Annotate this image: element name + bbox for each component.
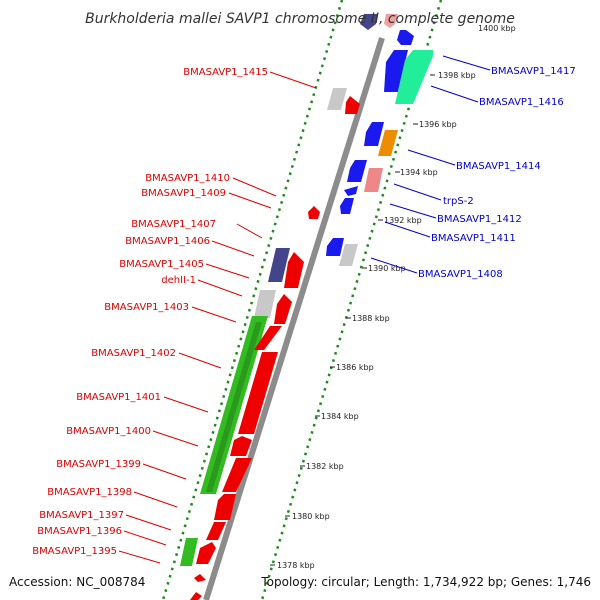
gene-bmasavp1-1417: [384, 50, 408, 92]
tick-label-1384: 1384 kbp: [321, 412, 359, 421]
left-leader-lines: [118, 71, 317, 564]
gene-label: BMASAVP1_1405: [119, 259, 204, 270]
gene-label: BMASAVP1_1409: [141, 188, 226, 199]
leader-line: [236, 223, 263, 239]
gene-small-bottom-2: [190, 592, 202, 600]
leader-line: [430, 85, 479, 103]
gene-feature-top-navy: [360, 14, 378, 30]
leader-line: [393, 183, 442, 201]
leader-line: [407, 149, 456, 166]
leader-line: [205, 263, 250, 279]
accession-text: Accession: NC_008784: [9, 575, 145, 589]
gene-label: dehII-1: [161, 275, 196, 286]
gene-label: BMASAVP1_1403: [104, 302, 189, 313]
gene-label: BMASAVP1_1401: [76, 392, 161, 403]
right-leader-lines: [370, 55, 491, 274]
gene-small-bottom-1: [194, 574, 206, 582]
gene-label: BMASAVP1_1399: [56, 459, 141, 470]
map-title: Burkholderia mallei SAVP1 chromosome II,…: [85, 11, 515, 27]
leader-line: [178, 352, 222, 369]
leader-line: [269, 71, 317, 89]
gene-bmasavp1-1412: [344, 186, 358, 196]
tick-label-1386: 1386 kbp: [336, 363, 374, 372]
gene-label: BMASAVP1_1395: [32, 546, 117, 557]
leader-line: [152, 430, 199, 447]
gene-label: BMASAVP1_1411: [431, 233, 516, 244]
gene-label: BMASAVP1_1397: [39, 510, 124, 521]
gene-label: BMASAVP1_1407: [131, 219, 216, 230]
gene-bmasavp1-1416: [395, 50, 433, 104]
leader-line: [118, 550, 161, 564]
tick-label-1382: 1382 kbp: [306, 462, 344, 471]
leader-line: [389, 203, 437, 219]
gene-bmasavp1-1408a: [326, 238, 344, 256]
leader-line: [197, 279, 243, 297]
gene-feature-top-pink: [384, 14, 398, 28]
leader-line: [232, 177, 277, 197]
tick-label-1390: 1390 kbp: [368, 264, 406, 273]
gene-bmasavp1-1399: [222, 458, 252, 492]
gene-label: BMASAVP1_1415: [183, 67, 268, 78]
gene-bmasavp1-1415a: [327, 88, 347, 110]
leader-line: [211, 240, 255, 257]
gene-label: BMASAVP1_1406: [125, 236, 210, 247]
tick-label-1398: 1398 kbp: [438, 71, 476, 80]
gene-bmasavp1-1414: [378, 130, 398, 156]
kbp-ticks: 1398 kbp 1396 kbp 1394 kbp 1392 kbp 1390…: [270, 24, 516, 570]
gene-trps-2a: [347, 160, 367, 182]
gene-trps-2: [364, 168, 383, 192]
tick-label-1388: 1388 kbp: [352, 314, 390, 323]
leader-line: [123, 530, 167, 546]
gene-dehii-1: [254, 290, 276, 318]
gene-bmasavp1-1402-shade: [206, 322, 262, 492]
gene-label: BMASAVP1_1398: [47, 487, 132, 498]
gene-bmasavp1-1414a: [364, 122, 384, 146]
leader-line: [228, 192, 272, 209]
gene-bmasavp1-1405: [274, 294, 292, 324]
leader-line: [142, 463, 187, 480]
gene-label: BMASAVP1_1417: [491, 66, 576, 77]
gene-label: BMASAVP1_1414: [456, 161, 541, 172]
gene-bmasavp1-1415: [345, 96, 360, 114]
gene-label: BMASAVP1_1416: [479, 97, 564, 108]
tick-label-1378: 1378 kbp: [277, 561, 315, 570]
gene-label: BMASAVP1_1402: [91, 348, 176, 359]
left-gene-labels: BMASAVP1_1415 BMASAVP1_1410 BMASAVP1_140…: [32, 67, 268, 557]
gene-label: BMASAVP1_1396: [37, 526, 122, 537]
gene-label: BMASAVP1_1410: [145, 173, 230, 184]
right-gene-labels: BMASAVP1_1417 BMASAVP1_1416 BMASAVP1_141…: [418, 66, 576, 280]
tick-label-1394: 1394 kbp: [400, 168, 438, 177]
gene-label: trpS-2: [443, 196, 474, 207]
chromosome-backbone: [203, 37, 385, 600]
tick-label-1392: 1392 kbp: [384, 216, 422, 225]
gene-bmasavp1-1400: [230, 436, 252, 456]
leader-line: [370, 257, 418, 274]
gene-bmasavp1-1406: [284, 252, 304, 288]
gene-bmasavp1-1408: [339, 244, 358, 266]
gene-bmasavp1-1395: [196, 542, 216, 564]
leader-line: [384, 221, 431, 238]
gene-bmasavp1-1410: [308, 206, 320, 219]
tick-label-1380: 1380 kbp: [292, 512, 330, 521]
gene-bmasavp1-1403: [254, 326, 282, 350]
tick-label-1400: 1400 kbp: [478, 24, 516, 33]
gene-bmasavp1-1407: [268, 248, 290, 282]
gene-label: BMASAVP1_1400: [66, 426, 151, 437]
gene-bmasavp1-1397: [206, 522, 226, 540]
gene-bmasavp1-1411: [340, 198, 354, 214]
gene-bmasavp1-1401: [238, 352, 278, 434]
topology-text: Topology: circular; Length: 1,734,922 bp…: [260, 575, 591, 589]
gene-label: BMASAVP1_1412: [437, 214, 522, 225]
gene-bmasavp1-1396: [180, 538, 198, 566]
tick-label-1396: 1396 kbp: [419, 120, 457, 129]
leader-line: [133, 491, 178, 508]
leader-line: [125, 514, 172, 531]
leader-line: [191, 306, 237, 323]
leader-line: [163, 396, 209, 413]
gene-bmasavp1-1398: [214, 494, 236, 520]
leader-line: [442, 55, 491, 71]
gene-label: BMASAVP1_1408: [418, 269, 503, 280]
gene-feature-top-blue: [397, 30, 414, 45]
